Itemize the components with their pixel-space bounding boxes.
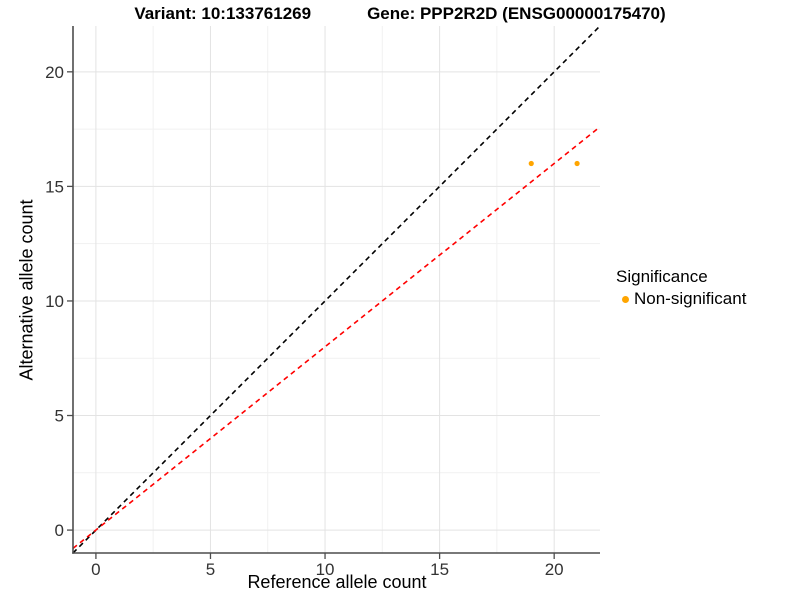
legend-title: Significance [616, 267, 708, 286]
y-tick-label: 5 [55, 407, 64, 426]
y-tick-label: 0 [55, 521, 64, 540]
y-axis-title: Alternative allele count [16, 199, 37, 381]
legend-item: Non-significant [616, 288, 746, 310]
data-points [528, 160, 580, 167]
plot-title: Variant: 10:133761269 Gene: PPP2R2D (ENS… [0, 4, 800, 24]
legend-item-label: Non-significant [634, 289, 747, 308]
x-tick-label: 20 [545, 560, 564, 579]
x-tick-label: 15 [430, 560, 449, 579]
data-point [528, 160, 534, 167]
y-tick-label: 10 [45, 292, 64, 311]
major-gridlines [73, 26, 600, 553]
legend-point-icon [622, 295, 629, 303]
axis-lines [72, 26, 600, 554]
identity-line [72, 25, 601, 554]
tick-marks [67, 71, 555, 559]
y-tick-label: 15 [45, 177, 64, 196]
expected-ratio-line [72, 126, 601, 550]
y-tick-label: 20 [45, 63, 64, 82]
x-tick-label: 10 [316, 560, 335, 579]
x-tick-label: 5 [206, 560, 215, 579]
gene-title: Gene: PPP2R2D (ENSG00000175470) [367, 4, 666, 23]
x-axis-title: Reference allele count [247, 572, 427, 592]
reference-lines [72, 25, 601, 554]
legend: Significance Non-significant [616, 265, 746, 310]
minor-gridlines [73, 26, 600, 553]
x-tick-label: 0 [91, 560, 100, 579]
data-point [574, 160, 580, 167]
tick-labels: 0 5 10 15 20 0 5 10 15 20 [45, 63, 564, 579]
variant-title: Variant: 10:133761269 [134, 4, 312, 23]
